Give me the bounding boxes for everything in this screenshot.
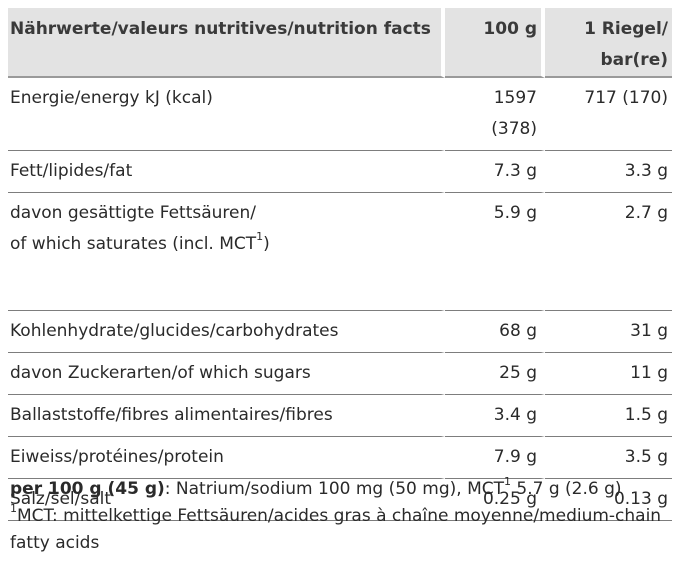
row-label-close: ) — [263, 234, 270, 254]
row-label: davon Zuckerarten/of which sugars — [8, 353, 445, 395]
row-value-100g: 5.9 g — [445, 193, 545, 311]
row-label: Eiweiss/protéines/protein — [8, 437, 445, 479]
mct-footnote-text: MCT: mittelkettige Fettsäuren/acides gra… — [10, 506, 662, 553]
row-value-100g: 68 g — [445, 311, 545, 353]
table-row: davon Zuckerarten/of which sugars 25 g 1… — [8, 353, 672, 395]
footnote-block: per 100 g (45 g): Natrium/sodium 100 mg … — [10, 476, 670, 557]
row-value-bar: 1.5 g — [545, 395, 672, 437]
row-label: Fett/lipides/fat — [8, 151, 445, 193]
row-value-100g: 0.25 g — [445, 479, 545, 521]
row-value-bar: 3.5 g — [545, 437, 672, 479]
table-row: davon gesättigte Fettsäuren/of which sat… — [8, 193, 672, 311]
table-row: Kohlenhydrate/glucides/carbohydrates 68 … — [8, 311, 672, 353]
row-label: davon gesättigte Fettsäuren/of which sat… — [8, 193, 445, 311]
row-value-bar: 3.3 g — [545, 151, 672, 193]
row-value-bar: 11 g — [545, 353, 672, 395]
header-100g: 100 g — [445, 8, 545, 78]
row-value-bar: 2.7 g — [545, 193, 672, 311]
table-row: Salz/sel/salt 0.25 g 0.13 g — [8, 479, 672, 521]
row-label: Energie/energy kJ (kcal) — [8, 78, 445, 151]
row-value-100g: 7.3 g — [445, 151, 545, 193]
energy-kcal-value: (378) — [491, 119, 537, 139]
row-value-100g: 7.9 g — [445, 437, 545, 479]
row-value-bar: 0.13 g — [545, 479, 672, 521]
row-value-bar: 717 (170) — [545, 78, 672, 151]
row-value-100g: 3.4 g — [445, 395, 545, 437]
row-label-line1: davon gesättigte Fettsäuren/ — [10, 203, 257, 223]
table-row: Fett/lipides/fat 7.3 g 3.3 g — [8, 151, 672, 193]
row-label: Salz/sel/salt — [8, 479, 445, 521]
energy-kj-value: 1597 — [493, 88, 537, 108]
row-value-100g: 25 g — [445, 353, 545, 395]
sodium-text: : Natrium/sodium 100 mg (50 mg), MCT — [164, 479, 504, 499]
header-per-bar-line2: bar(re) — [600, 50, 668, 70]
mct-footnote: 1MCT: mittelkettige Fettsäuren/acides gr… — [10, 503, 670, 557]
row-label: Ballaststoffe/fibres alimentaires/fibres — [8, 395, 445, 437]
footnote-marker: 1 — [503, 475, 511, 489]
per-serving-label: per 100 g (45 g) — [10, 479, 165, 499]
header-per-bar-line1: 1 Riegel/ — [584, 19, 668, 39]
per-serving-line: per 100 g (45 g): Natrium/sodium 100 mg … — [10, 476, 670, 503]
footnote-marker: 1 — [256, 230, 264, 244]
row-label: Kohlenhydrate/glucides/carbohydrates — [8, 311, 445, 353]
row-value-bar: 31 g — [545, 311, 672, 353]
row-value-100g: 1597 (378) — [445, 78, 545, 151]
table-row: Ballaststoffe/fibres alimentaires/fibres… — [8, 395, 672, 437]
header-label: Nährwerte/valeurs nutritives/nutrition f… — [8, 8, 445, 78]
table-row: Energie/energy kJ (kcal) 1597 (378) 717 (… — [8, 78, 672, 151]
table-header-row: Nährwerte/valeurs nutritives/nutrition f… — [8, 8, 672, 78]
header-per-bar: 1 Riegel/bar(re) — [545, 8, 672, 78]
mct-value: 5.7 g (2.6 g) — [510, 479, 622, 499]
footnote-marker: 1 — [10, 502, 17, 516]
nutrition-table: Nährwerte/valeurs nutritives/nutrition f… — [8, 8, 672, 521]
table-row: Eiweiss/protéines/protein 7.9 g 3.5 g — [8, 437, 672, 479]
row-label-line2: of which saturates (incl. MCT — [10, 234, 257, 254]
